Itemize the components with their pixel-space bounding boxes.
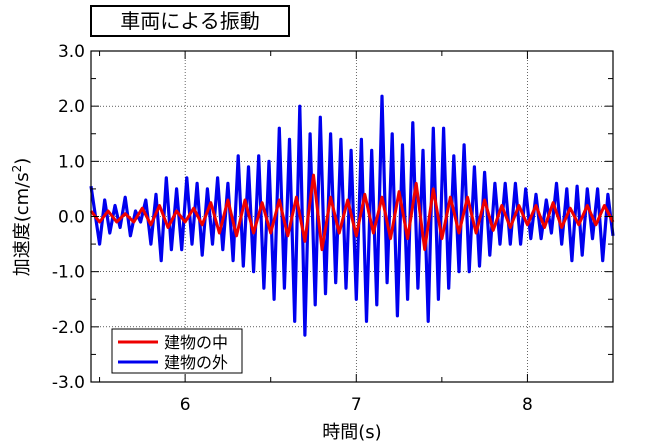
legend-label-series-0: 建物の中: [164, 333, 228, 352]
x-tick-label: 8: [522, 395, 533, 415]
y-axis-label-main: 加速度(cm/s: [12, 172, 33, 276]
y-axis-label-sup: 2: [10, 165, 24, 173]
y-axis-label: 加速度(cm/s2): [10, 158, 33, 277]
y-tick-label: 3.0: [58, 42, 85, 62]
y-tick-label: 1.0: [58, 152, 85, 172]
y-axis-label-close: ): [12, 158, 33, 165]
y-tick-label: 0.0: [58, 208, 85, 228]
x-tick-label: 6: [180, 395, 191, 415]
x-tick-labels: 6 7 8: [180, 395, 533, 415]
y-tick-label: 2.0: [58, 97, 85, 117]
plot-frame: [90, 50, 614, 383]
x-tick-label: 7: [351, 395, 362, 415]
chart-title: 車両による振動: [120, 9, 259, 33]
series-layer: [89, 94, 615, 337]
legend: 建物の中 建物の外: [111, 328, 243, 374]
title-box: [90, 5, 290, 37]
series-line-1: [89, 173, 615, 252]
x-axis-label: 時間(s): [322, 422, 381, 443]
tick-marks: [91, 50, 614, 383]
legend-box: [111, 328, 243, 374]
legend-label-series-1: 建物の外: [164, 353, 228, 372]
y-tick-label: -3.0: [52, 373, 85, 393]
y-tick-labels: -3.0 -2.0 -1.0 0.0 1.0 2.0 3.0: [52, 42, 85, 393]
y-tick-label: -2.0: [52, 318, 85, 338]
y-tick-label: -1.0: [52, 263, 85, 283]
